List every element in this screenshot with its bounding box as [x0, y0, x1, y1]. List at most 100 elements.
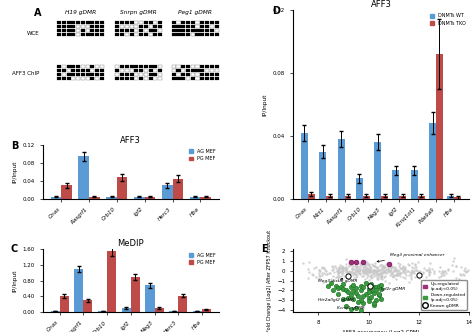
Point [462, 269, 470, 274]
Point [309, 272, 317, 278]
Bar [158, 69, 162, 72]
Bar [172, 69, 176, 72]
Bar [120, 69, 124, 72]
Point [365, 262, 372, 268]
Point [401, 267, 409, 272]
Bar [129, 73, 134, 76]
Point [352, 291, 360, 296]
Bar [145, 197, 155, 199]
Point [321, 267, 329, 273]
Point [438, 269, 446, 274]
Bar [181, 77, 185, 80]
Bar [200, 65, 204, 68]
Point [452, 264, 460, 269]
Point [408, 269, 416, 275]
Point [397, 270, 405, 275]
Point [320, 271, 328, 276]
Bar [115, 73, 119, 76]
Point [370, 291, 377, 296]
Point [323, 268, 330, 274]
Bar [176, 33, 181, 36]
Point [395, 261, 402, 266]
Bar [62, 21, 66, 24]
Bar [86, 73, 90, 76]
Point [337, 284, 345, 289]
Point [450, 256, 457, 261]
Bar [191, 29, 195, 32]
Point [353, 268, 360, 274]
Point [343, 265, 351, 271]
Bar [154, 29, 157, 32]
Bar [356, 178, 363, 199]
Bar [215, 73, 219, 76]
Point [401, 270, 409, 275]
Point [319, 270, 326, 275]
Bar [374, 142, 381, 199]
Point [419, 271, 427, 276]
Point [350, 270, 358, 275]
Bar [107, 251, 116, 312]
Bar [186, 77, 190, 80]
Point [323, 271, 330, 276]
Text: Htr2a/Igf2 gDMR: Htr2a/Igf2 gDMR [318, 298, 354, 302]
Point [457, 264, 465, 270]
Point [391, 274, 398, 279]
Bar [149, 73, 153, 76]
Point [349, 267, 356, 272]
Point [339, 268, 347, 273]
Bar [191, 69, 195, 72]
Bar [176, 69, 181, 72]
Point [355, 299, 362, 305]
Point [353, 265, 360, 271]
Point [425, 273, 432, 278]
Point [351, 267, 358, 272]
Point [360, 260, 367, 265]
Point [373, 269, 380, 274]
Bar [134, 73, 138, 76]
Point [334, 269, 342, 274]
Point [360, 267, 368, 272]
Bar [91, 25, 94, 28]
Point [401, 265, 409, 270]
Point [362, 265, 369, 270]
Point [329, 264, 337, 270]
Bar [172, 73, 176, 76]
Point [330, 269, 338, 274]
Point [386, 264, 394, 269]
Point [449, 269, 456, 274]
Point [367, 289, 375, 294]
Point [390, 268, 398, 273]
Point [365, 290, 372, 295]
Bar [200, 69, 204, 72]
Bar [139, 77, 143, 80]
Text: Kcnq1 gDMR: Kcnq1 gDMR [337, 306, 365, 310]
Point [316, 269, 324, 274]
Point [357, 307, 365, 313]
Bar [181, 29, 185, 32]
Bar [125, 73, 129, 76]
Point [390, 272, 398, 277]
Bar [181, 21, 185, 24]
Legend: AG MEF, PG MEF: AG MEF, PG MEF [188, 252, 217, 266]
Bar [125, 21, 129, 24]
Point [410, 268, 418, 273]
Bar [195, 25, 200, 28]
Bar [205, 77, 209, 80]
Point [417, 269, 424, 274]
Point [391, 267, 399, 272]
Point [334, 268, 341, 273]
Bar [337, 139, 345, 199]
Bar [67, 69, 71, 72]
Text: E: E [261, 244, 268, 254]
Point [351, 267, 358, 273]
Bar [149, 21, 153, 24]
Point [376, 263, 384, 268]
Point [412, 265, 419, 270]
Point [337, 269, 344, 275]
Point [334, 271, 341, 277]
Point [408, 260, 416, 266]
Point [365, 296, 372, 301]
Bar [134, 69, 138, 72]
Bar [154, 69, 157, 72]
Point [461, 272, 468, 278]
